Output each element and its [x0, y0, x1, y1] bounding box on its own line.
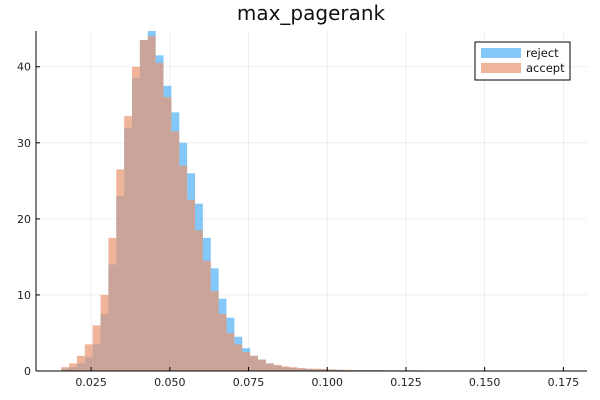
- histogram-bar-accept: [195, 230, 203, 371]
- x-tick-label: 0.175: [548, 376, 580, 389]
- histogram-bar-accept: [116, 169, 125, 371]
- x-tick-label: 0.050: [154, 376, 186, 389]
- histogram-bar-accept: [242, 351, 251, 371]
- histogram-bar-accept: [139, 40, 148, 372]
- axes: [35, 31, 587, 372]
- y-axis-ticks: 0 10 20 30 40: [17, 61, 40, 378]
- legend-swatch-accept: [481, 63, 521, 73]
- histogram-bar-accept: [210, 291, 219, 371]
- legend-label-accept: accept: [526, 61, 565, 75]
- histogram-bar-accept: [76, 355, 85, 371]
- y-tick-label: 10: [17, 289, 31, 302]
- histogram-bar-accept: [187, 199, 196, 371]
- histogram-bar-accept: [155, 62, 164, 371]
- x-tick-label: 0.025: [75, 376, 107, 389]
- histogram-bar-accept: [84, 344, 93, 371]
- histogram-bar-accept: [163, 97, 172, 371]
- x-tick-label: 0.150: [469, 376, 501, 389]
- legend-swatch-reject: [481, 48, 521, 58]
- histogram-bar-accept: [336, 369, 345, 371]
- x-tick-label: 0.100: [311, 376, 343, 389]
- x-axis-ticks: 0.025 0.050 0.075 0.100 0.125 0.150 0.175: [75, 367, 579, 389]
- histogram-bar-accept: [132, 66, 140, 371]
- histogram-bar-accept: [273, 364, 282, 371]
- histogram-bar-accept: [328, 369, 337, 371]
- histogram-bar-accept: [100, 294, 109, 371]
- histogram-bar-accept: [250, 355, 258, 371]
- histogram-bar-accept: [265, 363, 274, 371]
- y-tick-label: 40: [17, 61, 31, 74]
- histogram-bar-accept: [92, 325, 101, 371]
- histogram-bar-accept: [226, 332, 235, 371]
- histogram-bar-accept: [234, 344, 243, 371]
- y-tick-label: 20: [17, 213, 31, 226]
- histogram-bar-accept: [313, 368, 321, 371]
- histogram-bar-accept: [61, 367, 70, 371]
- histogram-bar-accept: [218, 313, 227, 371]
- legend-box: [474, 41, 571, 81]
- histogram-bar-accept: [289, 367, 298, 371]
- chart-title: max_pagerank: [237, 1, 386, 25]
- histogram-bar-accept: [297, 367, 306, 371]
- y-tick-label: 0: [24, 365, 31, 378]
- histogram-bar-accept: [124, 116, 133, 371]
- histogram-bar-accept: [305, 368, 314, 371]
- histogram-bar-accept: [344, 369, 353, 371]
- histogram-bar-accept: [320, 369, 329, 371]
- histogram-bar-accept: [257, 359, 266, 371]
- x-tick-label: 0.075: [233, 376, 265, 389]
- histogram-bar-accept: [108, 237, 117, 371]
- histogram-bar-accept: [69, 363, 77, 371]
- legend-label-reject: reject: [526, 46, 559, 60]
- histogram-bar-accept: [171, 131, 180, 371]
- series-accept: [61, 36, 558, 372]
- x-tick-label: 0.125: [390, 376, 422, 389]
- histogram-bar-accept: [147, 36, 156, 371]
- histogram-bar-accept: [179, 165, 188, 371]
- histogram-bar-accept: [202, 260, 211, 371]
- histogram-bar-accept: [281, 366, 290, 371]
- y-tick-label: 30: [17, 137, 31, 150]
